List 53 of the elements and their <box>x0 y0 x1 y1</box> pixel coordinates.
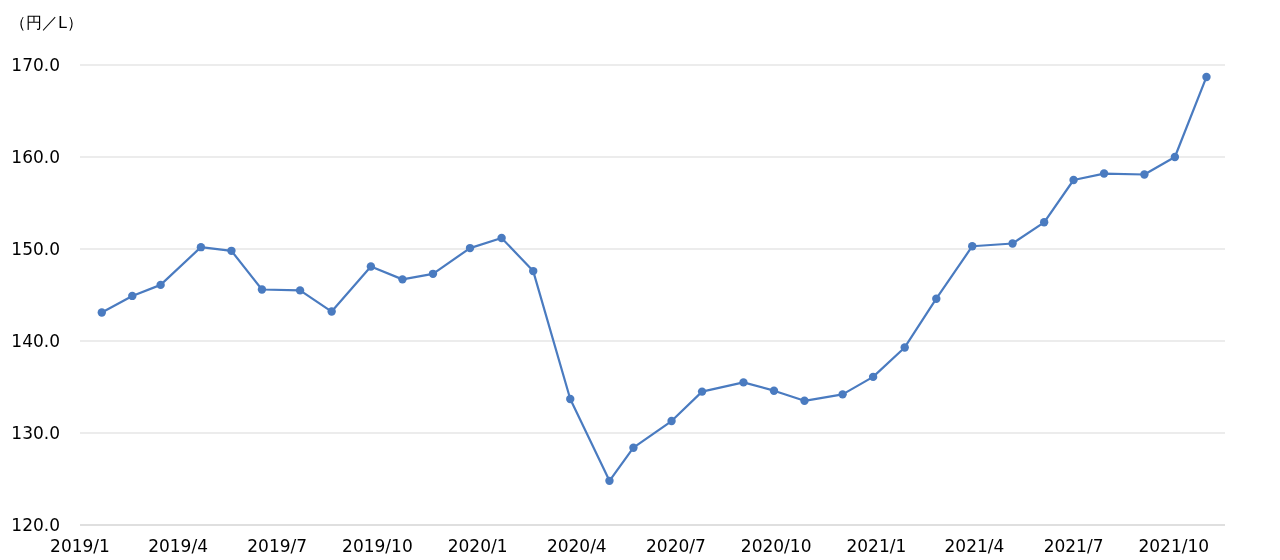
point <box>1039 218 1049 227</box>
point <box>900 343 909 352</box>
x-tick-label: 2020/7 <box>646 536 706 556</box>
point <box>97 308 106 317</box>
point <box>1069 175 1078 185</box>
x-tick-label: 2021/7 <box>1043 536 1104 556</box>
x-tick-label: 2021/10 <box>1138 536 1210 556</box>
point <box>968 242 977 251</box>
point <box>428 269 438 279</box>
x-tick-label: 2021/1 <box>846 536 907 556</box>
point <box>868 372 878 382</box>
x-tick-label: 2019/1 <box>50 536 110 556</box>
point <box>156 280 165 290</box>
point <box>629 443 638 452</box>
point <box>566 394 575 404</box>
y-tick-label: 160.0 <box>11 147 60 167</box>
point <box>327 307 336 316</box>
point <box>529 266 538 276</box>
point <box>398 275 407 284</box>
point <box>1099 169 1109 178</box>
point <box>465 243 475 253</box>
point <box>739 378 748 387</box>
y-tick-label: 150.0 <box>11 239 60 259</box>
x-tick-label: 2020/4 <box>546 536 607 556</box>
point <box>1140 170 1149 179</box>
point <box>932 294 941 303</box>
point <box>257 285 267 294</box>
point <box>1170 152 1180 162</box>
point <box>769 386 779 395</box>
point <box>838 390 847 399</box>
x-tick-label: 2020/10 <box>740 536 812 556</box>
point <box>366 262 376 271</box>
x-tick-label: 2019/10 <box>342 536 413 556</box>
point <box>497 233 506 243</box>
x-tick-label: 2020/1 <box>447 536 508 556</box>
point <box>227 246 236 256</box>
y-tick-label: 140.0 <box>11 331 60 351</box>
y-tick-label: 130.0 <box>11 423 60 443</box>
point <box>667 416 676 426</box>
point <box>196 242 206 252</box>
y-axis-title: （円／L） <box>10 13 83 32</box>
point <box>800 396 809 405</box>
point <box>1008 239 1017 248</box>
point <box>295 286 305 295</box>
point <box>605 476 614 486</box>
y-tick-label: 170.0 <box>11 55 60 75</box>
x-tick-label: 2021/4 <box>944 536 1005 556</box>
point <box>1202 72 1211 82</box>
point <box>697 387 707 396</box>
x-tick-label: 2019/4 <box>148 536 208 556</box>
x-tick-label: 2019/7 <box>247 536 308 556</box>
y-tick-label: 120.0 <box>11 515 60 535</box>
point <box>128 291 137 301</box>
